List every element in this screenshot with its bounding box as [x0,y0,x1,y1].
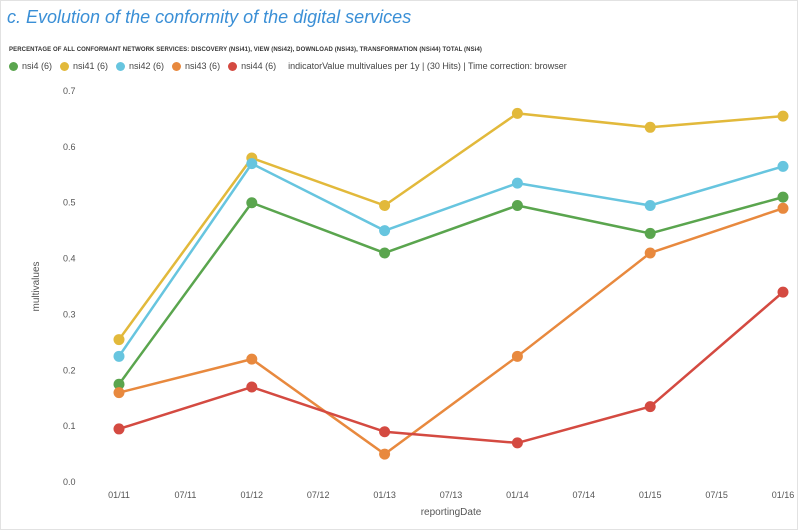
data-point [114,387,125,398]
series-line [119,197,783,384]
data-point [512,351,523,362]
data-point [778,203,789,214]
x-tick-label: 07/13 [440,490,463,500]
data-point [645,247,656,258]
data-point [379,449,390,460]
y-tick-label: 0.5 [63,198,76,208]
series-line [119,164,783,357]
data-point [778,161,789,172]
data-point [512,437,523,448]
x-tick-label: 01/14 [506,490,529,500]
data-point [246,354,257,365]
data-point [246,158,257,169]
data-point [379,225,390,236]
data-point [512,200,523,211]
data-point [114,351,125,362]
y-tick-label: 0.7 [63,86,76,96]
x-tick-label: 01/13 [373,490,396,500]
x-tick-label: 01/16 [772,490,795,500]
x-tick-label: 01/12 [241,490,264,500]
y-axis-title: multivalues [31,261,42,311]
data-point [645,228,656,239]
x-tick-label: 07/12 [307,490,330,500]
y-tick-label: 0.2 [63,365,76,375]
data-point [778,111,789,122]
x-axis-title: reportingDate [421,507,482,518]
data-point [379,247,390,258]
series-line [119,113,783,339]
data-point [645,401,656,412]
y-tick-label: 0.6 [63,142,76,152]
x-tick-label: 07/14 [573,490,596,500]
data-point [379,200,390,211]
y-tick-label: 0.0 [63,477,76,487]
data-point [114,423,125,434]
data-point [645,200,656,211]
x-tick-label: 07/11 [174,490,196,500]
series-line [119,208,783,454]
data-point [645,122,656,133]
data-point [778,287,789,298]
x-tick-label: 01/11 [108,490,130,500]
y-tick-label: 0.4 [63,254,76,264]
data-point [379,426,390,437]
data-point [512,178,523,189]
data-point [512,108,523,119]
data-point [246,382,257,393]
x-tick-label: 01/15 [639,490,662,500]
y-tick-label: 0.1 [63,421,76,431]
y-tick-label: 0.3 [63,309,76,319]
data-point [114,334,125,345]
x-tick-label: 07/15 [705,490,728,500]
data-point [778,192,789,203]
data-point [246,197,257,208]
